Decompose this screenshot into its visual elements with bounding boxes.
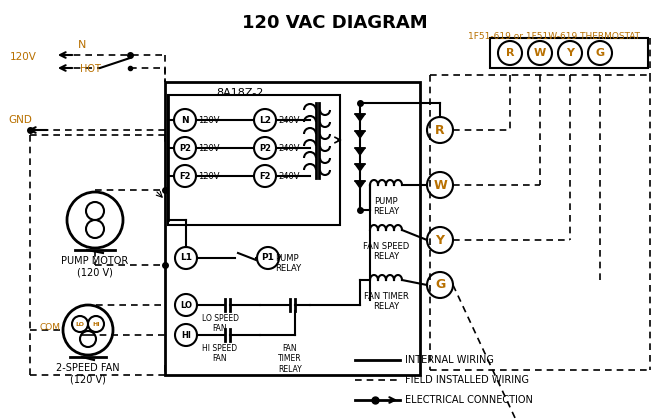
Text: Y: Y xyxy=(566,48,574,58)
Text: COM: COM xyxy=(39,323,60,331)
Text: P2: P2 xyxy=(179,143,191,153)
Text: 120 VAC DIAGRAM: 120 VAC DIAGRAM xyxy=(242,14,428,32)
Text: PUMP MOTOR
(120 V): PUMP MOTOR (120 V) xyxy=(62,256,129,278)
Circle shape xyxy=(427,272,453,298)
Text: F2: F2 xyxy=(180,171,191,181)
Polygon shape xyxy=(355,148,365,155)
Bar xyxy=(168,95,340,225)
Text: HI: HI xyxy=(92,321,100,326)
Text: LO: LO xyxy=(180,300,192,310)
Text: FAN TIMER
RELAY: FAN TIMER RELAY xyxy=(364,292,409,311)
Polygon shape xyxy=(355,114,365,121)
Text: W: W xyxy=(433,178,447,191)
Text: FAN
TIMER
RELAY: FAN TIMER RELAY xyxy=(278,344,302,374)
Text: 240V: 240V xyxy=(278,143,299,153)
Text: R: R xyxy=(506,48,515,58)
Circle shape xyxy=(88,316,104,332)
Circle shape xyxy=(174,137,196,159)
Text: ELECTRICAL CONNECTION: ELECTRICAL CONNECTION xyxy=(405,395,533,405)
Text: 2-SPEED FAN
(120 V): 2-SPEED FAN (120 V) xyxy=(56,363,120,385)
Text: L2: L2 xyxy=(259,116,271,124)
Text: INTERNAL WIRING: INTERNAL WIRING xyxy=(405,355,494,365)
Text: HI SPEED
FAN: HI SPEED FAN xyxy=(202,344,238,363)
Text: LO: LO xyxy=(76,321,84,326)
Text: W: W xyxy=(534,48,546,58)
Text: P1: P1 xyxy=(261,253,275,262)
Circle shape xyxy=(175,324,197,346)
Circle shape xyxy=(63,305,113,355)
Text: PUMP
RELAY: PUMP RELAY xyxy=(275,254,301,274)
Circle shape xyxy=(67,192,123,248)
Circle shape xyxy=(175,247,197,269)
Text: L1: L1 xyxy=(180,253,192,262)
Circle shape xyxy=(257,247,279,269)
Polygon shape xyxy=(355,131,365,138)
Text: 240V: 240V xyxy=(278,116,299,124)
Text: N: N xyxy=(181,116,189,124)
Text: Y: Y xyxy=(436,233,444,246)
Text: PUMP
RELAY: PUMP RELAY xyxy=(373,197,399,216)
Text: 8A18Z-2: 8A18Z-2 xyxy=(216,88,264,98)
Circle shape xyxy=(427,172,453,198)
Text: R: R xyxy=(436,124,445,137)
Text: F2: F2 xyxy=(259,171,271,181)
Text: 120V: 120V xyxy=(198,171,220,181)
Circle shape xyxy=(254,109,276,131)
Text: GND: GND xyxy=(8,115,32,125)
Text: FIELD INSTALLED WIRING: FIELD INSTALLED WIRING xyxy=(405,375,529,385)
Text: 120V: 120V xyxy=(198,116,220,124)
Circle shape xyxy=(427,227,453,253)
Circle shape xyxy=(174,165,196,187)
Text: N: N xyxy=(78,40,86,50)
Circle shape xyxy=(254,165,276,187)
Text: G: G xyxy=(435,279,445,292)
Text: 240V: 240V xyxy=(278,171,299,181)
Polygon shape xyxy=(355,181,365,188)
Circle shape xyxy=(528,41,552,65)
Polygon shape xyxy=(355,164,365,171)
Text: HI: HI xyxy=(181,331,191,339)
Text: 1F51-619 or 1F51W-619 THERMOSTAT: 1F51-619 or 1F51W-619 THERMOSTAT xyxy=(468,32,640,41)
Circle shape xyxy=(86,202,104,220)
Circle shape xyxy=(588,41,612,65)
Text: 120V: 120V xyxy=(198,143,220,153)
Circle shape xyxy=(558,41,582,65)
Circle shape xyxy=(80,331,96,347)
Circle shape xyxy=(254,137,276,159)
Circle shape xyxy=(427,117,453,143)
Circle shape xyxy=(498,41,522,65)
Bar xyxy=(490,38,648,68)
Text: FAN SPEED
RELAY: FAN SPEED RELAY xyxy=(363,242,409,261)
Circle shape xyxy=(175,294,197,316)
Text: 120V: 120V xyxy=(10,52,37,62)
Text: LO SPEED
FAN: LO SPEED FAN xyxy=(202,314,239,334)
Text: HOT: HOT xyxy=(80,64,101,74)
Circle shape xyxy=(174,109,196,131)
Text: G: G xyxy=(596,48,604,58)
Circle shape xyxy=(72,316,88,332)
Bar xyxy=(165,82,420,375)
Text: P2: P2 xyxy=(259,143,271,153)
Circle shape xyxy=(86,220,104,238)
